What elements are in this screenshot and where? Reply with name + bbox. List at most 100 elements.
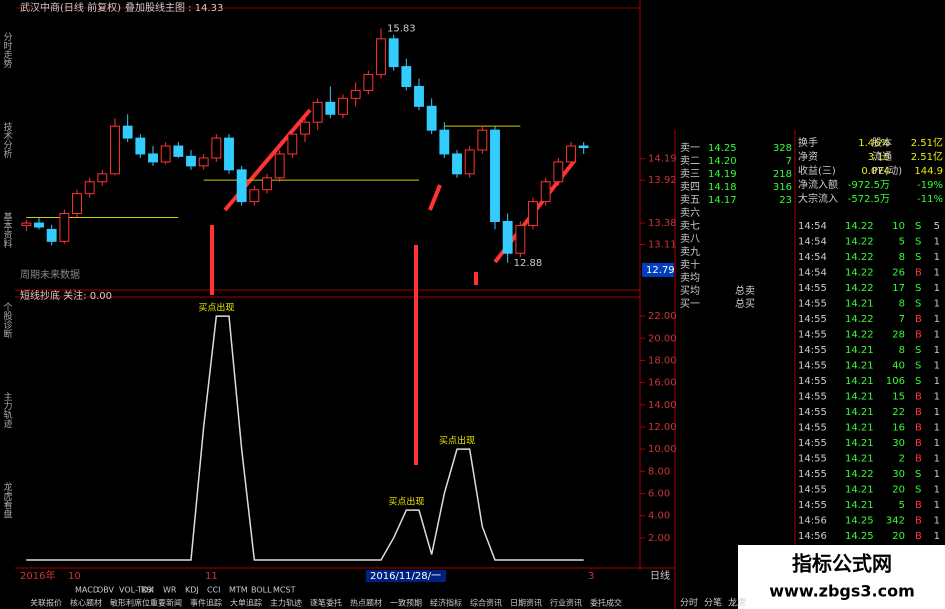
bottom-tab[interactable]: 行业资讯 [550,598,582,608]
candle-body [553,161,564,183]
indicator-tab[interactable]: BOLL [251,586,272,595]
indicator-tab[interactable]: MTM [229,586,248,595]
bottom-tab[interactable]: 经济指标 [430,598,462,608]
tick-cell: 14:55 [798,469,827,480]
tick-cell: 14.22 [845,469,874,480]
tick-cell: 14.21 [845,485,874,496]
tick-cell: 15 [892,392,905,403]
bottom-tab[interactable]: 一致预期 [390,598,422,608]
candle-body [249,189,260,203]
stat-cell: -19% [917,180,943,191]
bottom-tab[interactable]: 敏形利席位 [110,598,150,608]
candle-body [414,85,424,107]
tick-cell: 14:55 [798,454,827,465]
order-avg: 总卖 [735,284,755,297]
tick-cell: 14:55 [798,345,827,356]
order-label: 卖六 [680,207,700,219]
candle-body [528,201,538,226]
bottom-tab[interactable]: 大单追踪 [230,598,262,608]
indicator-tab[interactable]: RSI [141,586,154,595]
date-label: 2016/11/28/一 [370,571,441,582]
tick-cell: 22 [892,407,905,418]
y-tick-label: 20.00 [648,333,677,344]
stat-cell: 2.51亿 [911,150,943,163]
tick-cell: 14:55 [798,500,827,511]
stat-cell: 大宗流入 [798,192,838,205]
tick-cell: 1 [934,252,940,263]
indicator-tab[interactable]: CCI [207,586,221,595]
tick-cell: 14.21 [845,361,874,372]
tick-cell: B [915,407,922,418]
candle-body [46,228,57,242]
candle-body [135,137,146,155]
candle-body [198,157,209,167]
signal-label: 买点出现 [198,302,234,314]
bottom-tab[interactable]: 事件追踪 [190,598,222,608]
bottom-tab[interactable]: 逐笔委托 [310,598,342,608]
indicator-tab[interactable]: WR [163,586,177,595]
order-label: 卖八 [680,233,700,245]
candle-body [376,38,386,76]
stat-cell: 2.51亿 [911,136,943,149]
order-label: 卖十 [680,258,700,271]
y-tick-label: 12.00 [648,422,677,433]
candle-body [274,153,285,179]
order-cell: 328 [773,143,792,154]
bottom-tab[interactable]: 热点题材 [350,598,382,608]
order-cell: 14.19 [708,169,737,180]
tick-cell: 1 [934,423,940,434]
candle-body [148,153,158,163]
tick-cell: 14:55 [798,361,827,372]
tick-cell: 10 [892,221,905,232]
candle-body [464,149,475,175]
tick-cell: 5 [899,500,905,511]
side-bottom-tab[interactable]: 分时 [680,597,698,609]
bottom-tab[interactable]: 主力轨迹 [270,598,302,608]
tick-cell: S [915,283,921,294]
tick-cell: 1 [934,516,940,527]
indicator-tab[interactable]: MCST [273,586,296,595]
indicator-tab[interactable]: OBV [97,586,115,595]
stat-cell: -572.5万 [848,194,890,205]
candle-body [452,153,462,175]
tick-cell: 1 [934,531,940,542]
tick-cell: 1 [934,268,940,279]
candle-body [363,74,374,91]
tick-cell: 14:55 [798,299,827,310]
tick-cell: 14.21 [845,392,874,403]
bottom-tab[interactable]: 关联报价 [30,598,62,608]
candle-body [160,145,171,163]
tick-cell: 14.22 [845,314,874,325]
tick-cell: S [915,221,921,232]
bottom-tab[interactable]: 重要新闻 [150,598,182,608]
stat-cell: 流通 [872,150,892,163]
side-bottom-tab[interactable]: 分笔 [704,597,722,609]
candle-body [439,129,450,155]
indicator-tab[interactable]: VOL-TDX [119,586,154,595]
candle-body [186,155,196,167]
side-tab: 主力轨迹 [2,391,13,429]
stat-cell: 144.9 [914,166,943,177]
order-cell: 14.18 [708,182,737,193]
tick-cell: S [915,299,921,310]
tick-cell: 14.21 [845,299,874,310]
indicator-tab[interactable]: KDJ [185,586,199,595]
order-cell: 316 [773,182,792,193]
order-cell: 218 [773,169,792,180]
tick-cell: 1 [934,469,940,480]
tick-cell: 1 [934,500,940,511]
side-bottom-tab[interactable]: 龙虎 [728,597,746,609]
order-cell: 卖三 [680,168,700,180]
bottom-tab[interactable]: 综合资讯 [470,598,502,608]
tick-cell: 14:54 [798,268,827,279]
tick-cell: B [915,330,922,341]
bottom-tab[interactable]: 核心题材 [70,598,102,608]
candle-body [300,121,310,135]
bottom-tab[interactable]: 日期资讯 [510,598,542,608]
order-label: 买一 [680,298,700,310]
bottom-tab[interactable]: 委托成交 [590,598,622,608]
tick-cell: B [915,500,922,511]
indicator-tab[interactable]: MACD [75,586,99,595]
tick-cell: 1 [934,407,940,418]
